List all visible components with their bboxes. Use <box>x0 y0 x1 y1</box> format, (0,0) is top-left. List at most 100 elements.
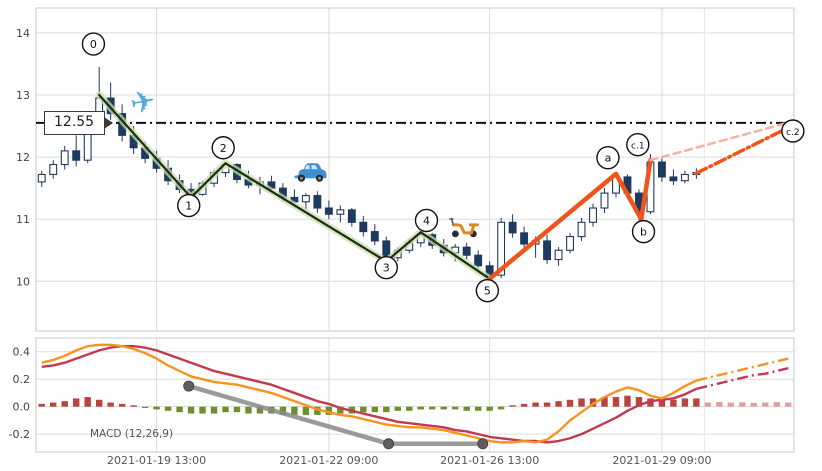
elliott-impulse-line <box>98 93 491 280</box>
hist-projection-bar <box>727 402 735 407</box>
hist-bar <box>199 406 206 414</box>
candle <box>37 170 46 187</box>
hist-bar <box>624 395 631 407</box>
svg-text:c.2: c.2 <box>786 128 800 138</box>
hist-bar <box>543 402 551 407</box>
wave-label-5: 5 <box>475 278 500 303</box>
wave-label-b: b <box>631 219 656 244</box>
hist-bar <box>360 406 367 413</box>
y-tick-label: 10 <box>16 275 30 288</box>
candle <box>577 217 586 241</box>
candle <box>370 224 379 246</box>
wave-label-c.2: c.2 <box>781 119 805 143</box>
y-tick-label: 14 <box>16 27 30 40</box>
hist-bar <box>95 399 103 407</box>
candle <box>508 214 517 238</box>
hist-bar <box>647 398 654 407</box>
hist-projection-bar <box>750 402 758 407</box>
x-tick-label: 2021-01-19 13:00 <box>107 454 206 467</box>
hist-bar <box>72 398 80 407</box>
hist-bar <box>141 406 149 409</box>
candle <box>336 205 345 223</box>
y-tick-label: 13 <box>16 89 30 102</box>
y-tick-label: 12 <box>16 151 30 164</box>
hist-bar <box>635 397 643 407</box>
hist-bar <box>463 406 470 411</box>
candle <box>554 247 563 266</box>
hist-bar <box>601 397 608 407</box>
hist-bar <box>291 406 298 415</box>
candle <box>474 250 483 271</box>
hist-bar <box>233 406 241 413</box>
scooter-icon <box>449 218 479 238</box>
trend-marker-dot <box>183 380 195 392</box>
projection-dashed-line <box>649 120 793 162</box>
hist-bar <box>176 406 183 413</box>
hist-bar <box>210 406 218 414</box>
hist-bar <box>256 406 264 414</box>
hist-projection-bar <box>785 402 792 407</box>
candle <box>313 191 322 213</box>
wave-label-2: 2 <box>211 136 235 160</box>
hist-projection-bar <box>762 402 769 407</box>
wave-label-a: a <box>596 145 620 170</box>
hist-bar <box>578 398 585 407</box>
macd-signal-line <box>41 345 697 444</box>
hist-bar <box>302 406 310 415</box>
hist-projection-bar <box>773 402 780 407</box>
y-tick-label: 0.4 <box>13 346 31 359</box>
hist-bar <box>222 406 229 413</box>
candle <box>669 169 678 186</box>
hist-bar <box>440 406 447 410</box>
car-icon <box>294 163 327 182</box>
candle <box>359 216 368 237</box>
candle <box>301 193 310 210</box>
candle <box>543 234 552 264</box>
hist-bar <box>509 405 516 407</box>
hist-bar <box>164 406 172 411</box>
hist-bar <box>153 406 160 410</box>
svg-text:c.1: c.1 <box>631 142 645 152</box>
hist-bar <box>520 403 528 407</box>
svg-text:a: a <box>605 152 612 165</box>
candle <box>657 158 666 182</box>
hist-bar <box>371 406 379 413</box>
hist-bar <box>337 406 344 414</box>
wave-label-3: 3 <box>374 255 398 280</box>
hist-bar <box>566 399 574 407</box>
panel-border <box>35 7 795 332</box>
candle <box>566 232 574 254</box>
x-tick-label: 2021-01-26 13:00 <box>440 454 539 467</box>
wave-label-1: 1 <box>177 193 201 218</box>
hist-bar <box>84 397 91 407</box>
macd-line <box>41 343 697 444</box>
svg-text:4: 4 <box>423 214 430 227</box>
hist-bar <box>497 406 505 410</box>
svg-text:1: 1 <box>185 200 192 213</box>
candle <box>324 200 333 220</box>
hist-bar <box>532 402 539 407</box>
hist-bar <box>394 406 401 411</box>
elliott-corrective-line <box>487 157 653 282</box>
wave-label-4: 4 <box>414 208 439 233</box>
svg-text:✈: ✈ <box>127 83 159 122</box>
hist-bar <box>383 406 390 413</box>
hist-bar <box>38 403 45 407</box>
svg-text:5: 5 <box>484 285 491 298</box>
wave-label-0: 0 <box>81 32 106 56</box>
hist-projection-bar <box>716 402 723 407</box>
trend-marker-dot <box>477 438 489 450</box>
hist-bar <box>555 401 562 407</box>
hist-bar <box>50 402 57 407</box>
hist-projection-bar <box>704 402 712 407</box>
svg-text:b: b <box>640 226 647 239</box>
projection-dashdot-line <box>694 124 794 175</box>
y-tick-label: 11 <box>16 213 30 226</box>
candle <box>60 145 69 170</box>
hist-bar <box>486 406 493 411</box>
candle <box>347 208 356 227</box>
signal-projection-line <box>696 367 789 390</box>
hist-bar <box>406 406 413 411</box>
